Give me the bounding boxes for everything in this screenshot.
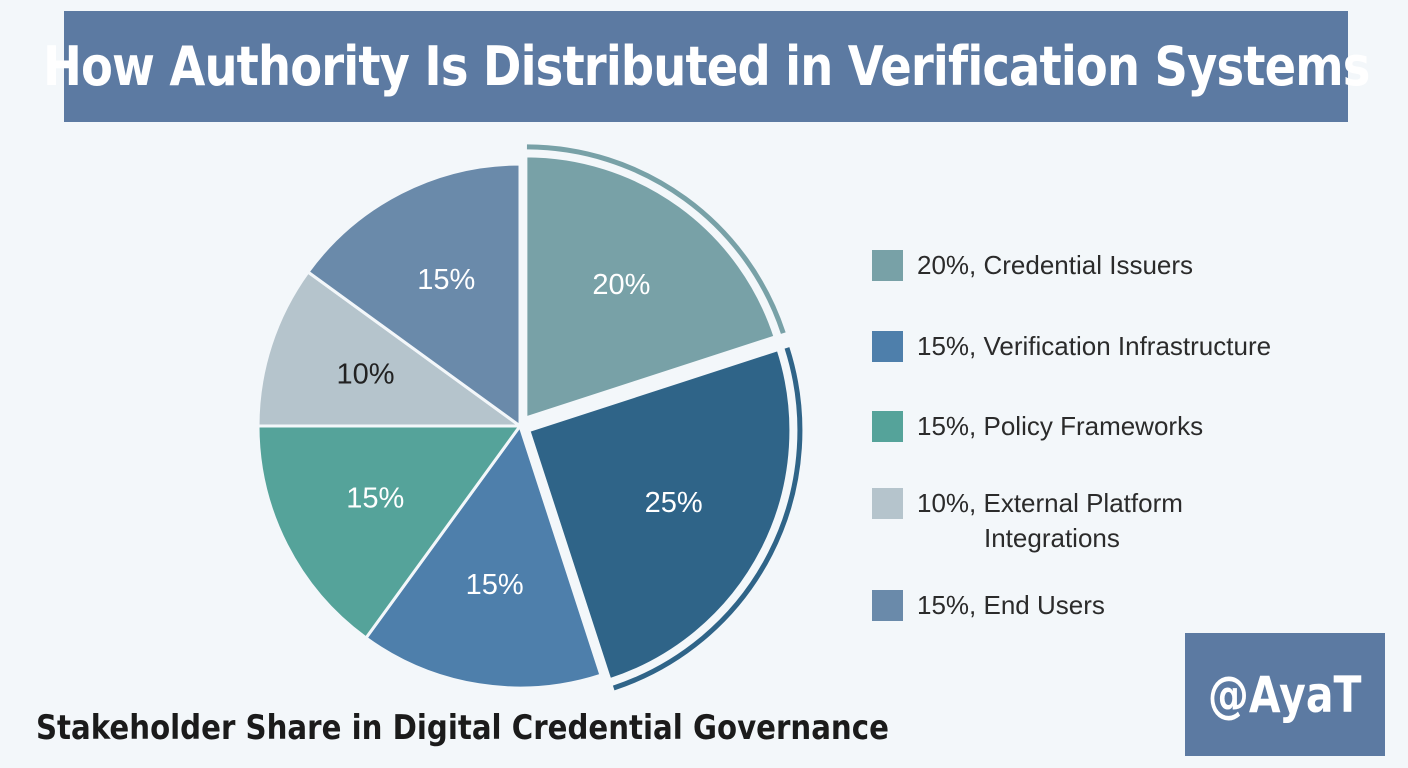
pie-slice-1 (527, 347, 793, 682)
pie-slice-outline-1 (612, 347, 803, 691)
legend-swatch (872, 488, 903, 519)
pie-slice-outline-0 (526, 144, 786, 334)
legend-swatch (872, 250, 903, 281)
watermark-badge: @AyaT (1185, 633, 1385, 756)
legend-swatch (872, 331, 903, 362)
pie-slice-0 (524, 154, 777, 420)
legend-swatch (872, 590, 903, 621)
pie-slice-3 (256, 424, 523, 641)
legend-item-external-platform-integrations: 10%, External Platform (872, 486, 1292, 520)
legend-item-verification-infrastructure: 15%, Verification Infrastructure (872, 329, 1271, 363)
title-banner: How Authority Is Distributed in Verifica… (43, 11, 1370, 122)
pie-slice-label-4: 10% (336, 358, 394, 390)
legend-label: 20%, Credential Issuers (917, 250, 1194, 280)
legend-item-end-users: 15%, End Users (872, 588, 1105, 622)
pie-slice-label-3: 15% (346, 482, 404, 514)
chart-subtitle: Stakeholder Share in Digital Credential … (36, 708, 889, 748)
pie-slice-label-0: 20% (592, 269, 650, 301)
pie-slice-label-2: 15% (466, 569, 524, 601)
legend-swatch (872, 411, 903, 442)
legend-item-credential-issuers: 20%, Credential Issuers (872, 248, 1193, 282)
legend-label: 15%, Policy Frameworks (917, 411, 1204, 441)
pie-slice-4 (256, 269, 525, 428)
legend-label: 10%, External Platform (917, 488, 1183, 518)
pie-slice-label-1: 25% (645, 487, 703, 519)
legend-label-continued: Integrations (984, 523, 1120, 553)
legend-item-policy-frameworks: 15%, Policy Frameworks (872, 409, 1203, 443)
legend-label: 15%, End Users (917, 590, 1105, 620)
chart-title: How Authority Is Distributed in Verifica… (42, 35, 1370, 98)
legend-label: 15%, Verification Infrastructure (917, 331, 1272, 361)
pie-slice-2 (363, 422, 603, 690)
pie-slice-label-5: 15% (417, 264, 475, 296)
pie-slice-5 (305, 162, 522, 429)
watermark-text: @AyaT (1208, 665, 1362, 724)
